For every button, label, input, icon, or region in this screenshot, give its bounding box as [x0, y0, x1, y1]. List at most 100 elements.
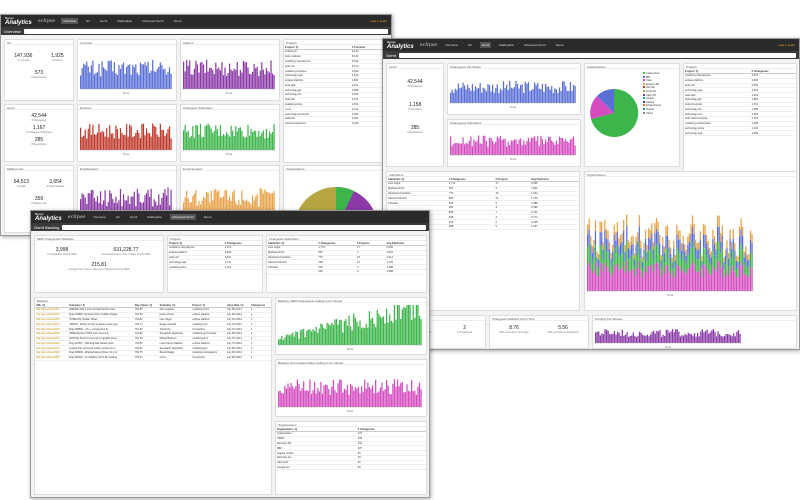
col-project[interactable]: Project / Q — [168, 241, 224, 246]
table-row[interactable]: 602 3 3.368 — [267, 269, 426, 275]
table-row[interactable]: Christian 620 2 1.488 — [387, 200, 579, 206]
table-row[interactable]: modeling.mdt.papyrus 4,674 — [684, 73, 796, 79]
table-row[interactable]: http://git.eclipse/2980 Bug 409908 - [Mar… — [35, 350, 271, 356]
table-cell[interactable]: http://git.eclipse/2976 — [35, 331, 69, 337]
table-row[interactable]: 602 3 3.368 — [387, 205, 579, 211]
col-changesets[interactable]: # Changesets — [317, 241, 357, 246]
table-cell[interactable]: http://git.eclipse/2971 — [35, 307, 69, 313]
nav-tab-gerrit[interactable]: Gerrit — [99, 19, 108, 23]
table-cell[interactable]: http://git.eclipse/2977 — [35, 336, 69, 342]
table-row[interactable]: http://git.eclipse/2974 439076 - Define t… — [35, 321, 271, 328]
col-days-open[interactable]: Days Open / Q — [133, 303, 159, 308]
table-row[interactable]: technology.ecp 1,451 — [684, 111, 796, 118]
table-row[interactable]: tools.ajdt 3,221 — [284, 82, 388, 89]
table-cell[interactable]: http://git.eclipse/2973 — [35, 317, 69, 323]
nav-tab-overview[interactable]: Overview — [445, 43, 458, 47]
col-upon-date[interactable]: Upon Date / Q — [225, 303, 250, 308]
legend-item[interactable]: Independent — [643, 72, 661, 76]
nav-tab-about[interactable]: About — [173, 19, 182, 23]
table-row[interactable]: technology.jgit 1,884 — [684, 97, 796, 103]
table-row[interactable]: IBM 187 — [276, 445, 426, 452]
table-row[interactable]: Independent 271 — [276, 431, 426, 437]
table-row[interactable]: technology.jgit 3,088 — [284, 87, 388, 94]
legend-item[interactable]: Tasktop — [643, 100, 661, 105]
table-row[interactable]: tools.modisco 8,133 — [284, 54, 388, 60]
table-row[interactable]: technology.cbi 2,870 — [284, 92, 388, 98]
table-row[interactable]: Lars Vogel 1,774 17 2.605 — [267, 245, 426, 251]
table-row[interactable]: tools.cdt 2,562 — [684, 83, 796, 89]
legend-item[interactable]: itemis AG — [643, 89, 661, 94]
table-cell[interactable]: http://git.eclipse/2979 — [35, 345, 69, 352]
query-input[interactable] — [23, 28, 388, 34]
table-row[interactable]: technology.egit 2,401 — [684, 87, 796, 94]
table-row[interactable]: Dariusz Dzieciol 684 21 1.729 — [267, 259, 426, 266]
col-project[interactable]: Project / Q — [284, 45, 351, 50]
legend-item[interactable]: Vogella — [643, 107, 661, 112]
table-row[interactable]: http://git.eclipse/2981 Bug 408112 - Is e… — [35, 355, 271, 361]
nav-tab-gerrit[interactable]: Gerrit — [129, 215, 138, 219]
time-range-menu[interactable]: Last 2 years — [778, 43, 795, 47]
table-row[interactable]: tools.pdt 2,611 — [284, 97, 388, 103]
table-cell[interactable]: http://git.eclipse/2978 — [35, 340, 69, 347]
legend-item[interactable]: Google — [643, 97, 661, 101]
query-input[interactable] — [399, 52, 796, 58]
table-row[interactable]: Christian 620 2 1.488 — [267, 264, 426, 270]
nav-tab-gerrit[interactable]: Gerrit — [479, 42, 492, 48]
legend-item[interactable]: Red Hat — [643, 86, 661, 90]
table-row[interactable]: Alexander Kurtakov 770 15 1.914 — [387, 191, 579, 197]
table-cell[interactable]: http://git.eclipse/2972 — [35, 312, 69, 318]
nav-tab-overview[interactable]: Overview — [93, 215, 106, 219]
col-avg-patchsets[interactable]: Avg Patchsets — [385, 241, 426, 246]
nav-tab-advanced-gerrit[interactable]: Advanced Gerrit — [169, 214, 196, 220]
table-row[interactable]: science.triquetrum 2,044 — [284, 121, 388, 127]
table-row[interactable]: Red Hat, Inc. 76 — [276, 455, 426, 461]
table-row[interactable]: http://git.eclipse/2977 [497162] Proof of… — [35, 336, 271, 342]
table-row[interactable]: eclipse.platform 2,843 — [168, 250, 262, 256]
table-row[interactable]: technology.egit 1,086 — [684, 130, 796, 137]
nav-tab-mailinglists[interactable]: Mailinglists — [117, 19, 132, 23]
legend-item[interactable]: Others — [643, 111, 661, 116]
col-project[interactable]: Project / Q — [191, 303, 226, 308]
col-summary[interactable]: Summary / Q — [68, 303, 134, 308]
time-range-menu[interactable]: Last 2 years — [370, 19, 387, 23]
table-row[interactable]: Ericsson AB 216 — [276, 441, 426, 447]
table-row[interactable]: http://git.eclipse/2972 Bug 418862: Dynam… — [35, 312, 271, 318]
nav-tab-git[interactable]: Git — [115, 215, 120, 219]
col-avg-patchsets[interactable]: Avg Patchsets — [530, 177, 579, 182]
nav-tab-mailinglists[interactable]: Mailinglists — [147, 215, 162, 219]
table-cell[interactable]: http://git.eclipse/2981 — [35, 355, 69, 361]
table-row[interactable]: technology.egit 4,512 — [284, 73, 388, 79]
nav-tab-overview[interactable]: Overview — [61, 18, 78, 24]
table-row[interactable]: webtools 2,191 — [284, 116, 388, 122]
query-input[interactable] — [62, 224, 426, 230]
table-row[interactable]: eclipse.platform 2,843 — [684, 78, 796, 84]
table-row[interactable]: rt.ecf 2,412 — [284, 106, 388, 113]
table-row[interactable]: modeling.sirius 2,494 — [284, 102, 388, 108]
col-changesets[interactable]: Changesets — [249, 303, 271, 308]
table-row[interactable]: eclipse.platform 3,902 — [284, 78, 388, 84]
table-row[interactable]: technology.linuxtools 2,303 — [284, 111, 388, 117]
table-row[interactable]: eclipse.jdt 9,214 — [284, 49, 388, 55]
table-row[interactable]: http://git.eclipse/2971 [496461] Add a te… — [35, 307, 271, 313]
nav-tab-git[interactable]: Git — [467, 43, 472, 47]
legend-item[interactable]: Obeo — [643, 79, 661, 83]
nav-tab-mailinglists[interactable]: Mailinglists — [499, 43, 514, 47]
table-row[interactable]: modeling.mdt.papyrus 6,942 — [284, 59, 388, 65]
table-row[interactable]: OBEO 233 — [276, 436, 426, 442]
table-row[interactable]: http://git.eclipse/2975 Bug 438838 - c/C+… — [35, 326, 271, 332]
col-submitter[interactable]: Submitter / Q — [387, 177, 448, 182]
legend-item[interactable]: EclipseSource — [643, 104, 661, 108]
table-row[interactable]: Lars Vogel 1,774 17 2.605 — [387, 181, 579, 187]
analytics-logo[interactable]: Bitergia Analytics — [387, 41, 414, 50]
table-row[interactable]: Dariusz Dzieciol 684 21 1.729 — [387, 195, 579, 202]
table-row[interactable]: http://git.eclipse/2976 [SRE] Explore HTT… — [35, 331, 271, 337]
table-row[interactable]: tools.tracecompass 1,370 — [684, 116, 796, 122]
table-row[interactable]: tools.ajdt 1,962 — [684, 92, 796, 98]
legend-item[interactable]: IBM — [643, 75, 661, 80]
table-row[interactable]: modeling.emfstore 4,933 — [284, 68, 388, 74]
nav-tab-advanced-gerrit[interactable]: Advanced Gerrit — [141, 19, 164, 23]
table-cell[interactable]: http://git.eclipse/2980 — [35, 350, 69, 356]
table-row[interactable]: http://git.eclipse/2979 Update link versi… — [35, 345, 271, 352]
analytics-logo[interactable]: Bitergia Analytics — [35, 213, 62, 222]
nav-tab-about[interactable]: About — [555, 43, 564, 47]
